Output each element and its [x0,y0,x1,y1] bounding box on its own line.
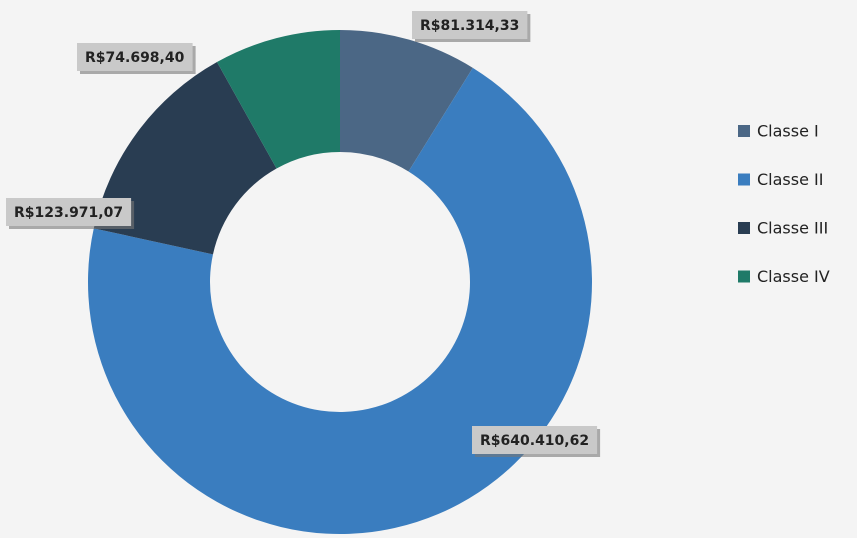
data-label: R$74.698,40 [85,50,185,66]
legend-label: Classe II [757,170,823,189]
label-box [472,426,598,454]
data-label: R$640.410,62 [480,433,589,449]
legend-swatch [738,125,750,137]
legend-label: Classe III [757,219,828,238]
data-label: R$123.971,07 [14,205,123,221]
donut-slice [216,30,340,169]
label-box [6,198,132,226]
legend-swatch [738,270,750,283]
donut-slice [88,67,592,534]
legend-label: Classe I [757,122,819,141]
label-box [77,43,193,71]
data-label: R$81.314,33 [420,18,519,34]
label-box [412,11,528,39]
donut-slice [340,30,473,172]
legend-swatch [738,173,750,186]
legend-label: Classe IV [757,267,830,286]
donut-slice [93,62,277,255]
legend-swatch [738,222,750,234]
